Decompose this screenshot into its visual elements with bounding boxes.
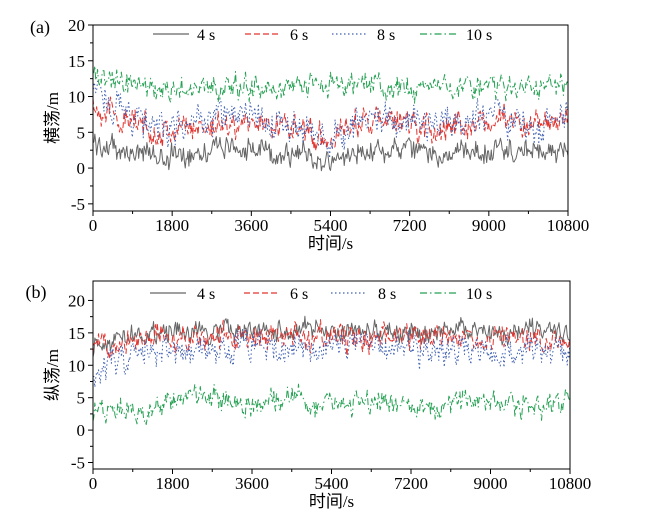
x-tick-label: 3600 xyxy=(234,216,268,235)
x-axis-title: 时间/s xyxy=(309,492,354,511)
x-tick-label: 7200 xyxy=(394,474,428,493)
y-tick-label: -5 xyxy=(71,195,85,214)
legend-label: 10 s xyxy=(466,286,492,303)
plot-frame xyxy=(92,280,571,470)
series-group xyxy=(93,65,568,172)
y-tick-label: 10 xyxy=(68,356,85,375)
panel-label: (b) xyxy=(26,282,47,303)
x-tick-label: 7200 xyxy=(393,216,427,235)
series-group xyxy=(93,315,570,426)
x-tick-label: 1800 xyxy=(156,474,190,493)
series-line-8s xyxy=(93,328,570,388)
y-tick-label: 15 xyxy=(68,52,85,71)
legend-label: 8 s xyxy=(377,27,395,44)
legend-label: 6 s xyxy=(290,286,308,303)
y-tick-label: 20 xyxy=(68,16,85,35)
panel-label: (a) xyxy=(30,17,50,38)
x-tick-label: 10800 xyxy=(547,216,590,235)
legend-label: 4 s xyxy=(197,27,215,44)
x-tick-label: 0 xyxy=(89,216,98,235)
x-tick-label: 1800 xyxy=(155,216,189,235)
x-tick-label: 10800 xyxy=(549,474,592,493)
series-line-4s xyxy=(93,132,568,172)
series-line-4s xyxy=(93,315,570,358)
x-tick-label: 5400 xyxy=(315,474,349,493)
series-line-6s xyxy=(93,319,570,360)
legend-label: 10 s xyxy=(466,27,492,44)
y-axis-title: 纵荡/m xyxy=(43,349,62,401)
x-tick-label: 3600 xyxy=(235,474,269,493)
legend: 4 s 6 s 8 s 10 s xyxy=(150,286,492,303)
x-axis-title: 时间/s xyxy=(308,234,353,253)
series-line-8s xyxy=(93,80,568,159)
series-line-10s xyxy=(93,65,568,104)
y-tick-label: -5 xyxy=(71,454,85,473)
y-tick-label: 20 xyxy=(68,291,85,310)
y-tick-label: 15 xyxy=(68,324,85,343)
y-tick-label: 10 xyxy=(68,88,85,107)
chart-panel-b: 0 1800 3600 5400 7200 9000 10800-505101520时间/s… xyxy=(26,280,592,511)
legend: 4 s 6 s 8 s 10 s xyxy=(153,27,492,44)
y-tick-label: 5 xyxy=(77,389,86,408)
series-line-6s xyxy=(93,96,568,152)
legend-label: 4 s xyxy=(197,286,215,303)
x-tick-label: 9000 xyxy=(474,474,508,493)
x-tick-label: 5400 xyxy=(314,216,348,235)
series-line-10s xyxy=(93,383,570,426)
y-tick-label: 5 xyxy=(77,123,86,142)
legend-label: 8 s xyxy=(378,286,396,303)
x-tick-label: 0 xyxy=(89,474,98,493)
x-tick-label: 9000 xyxy=(472,216,506,235)
y-axis-title: 横荡/m xyxy=(43,92,62,144)
legend-label: 6 s xyxy=(290,27,308,44)
y-tick-label: 0 xyxy=(77,421,86,440)
y-tick-label: 0 xyxy=(77,159,86,178)
chart-panel-a: 0 1800 3600 5400 7200 9000 10800-505101520时间/s… xyxy=(30,16,589,253)
